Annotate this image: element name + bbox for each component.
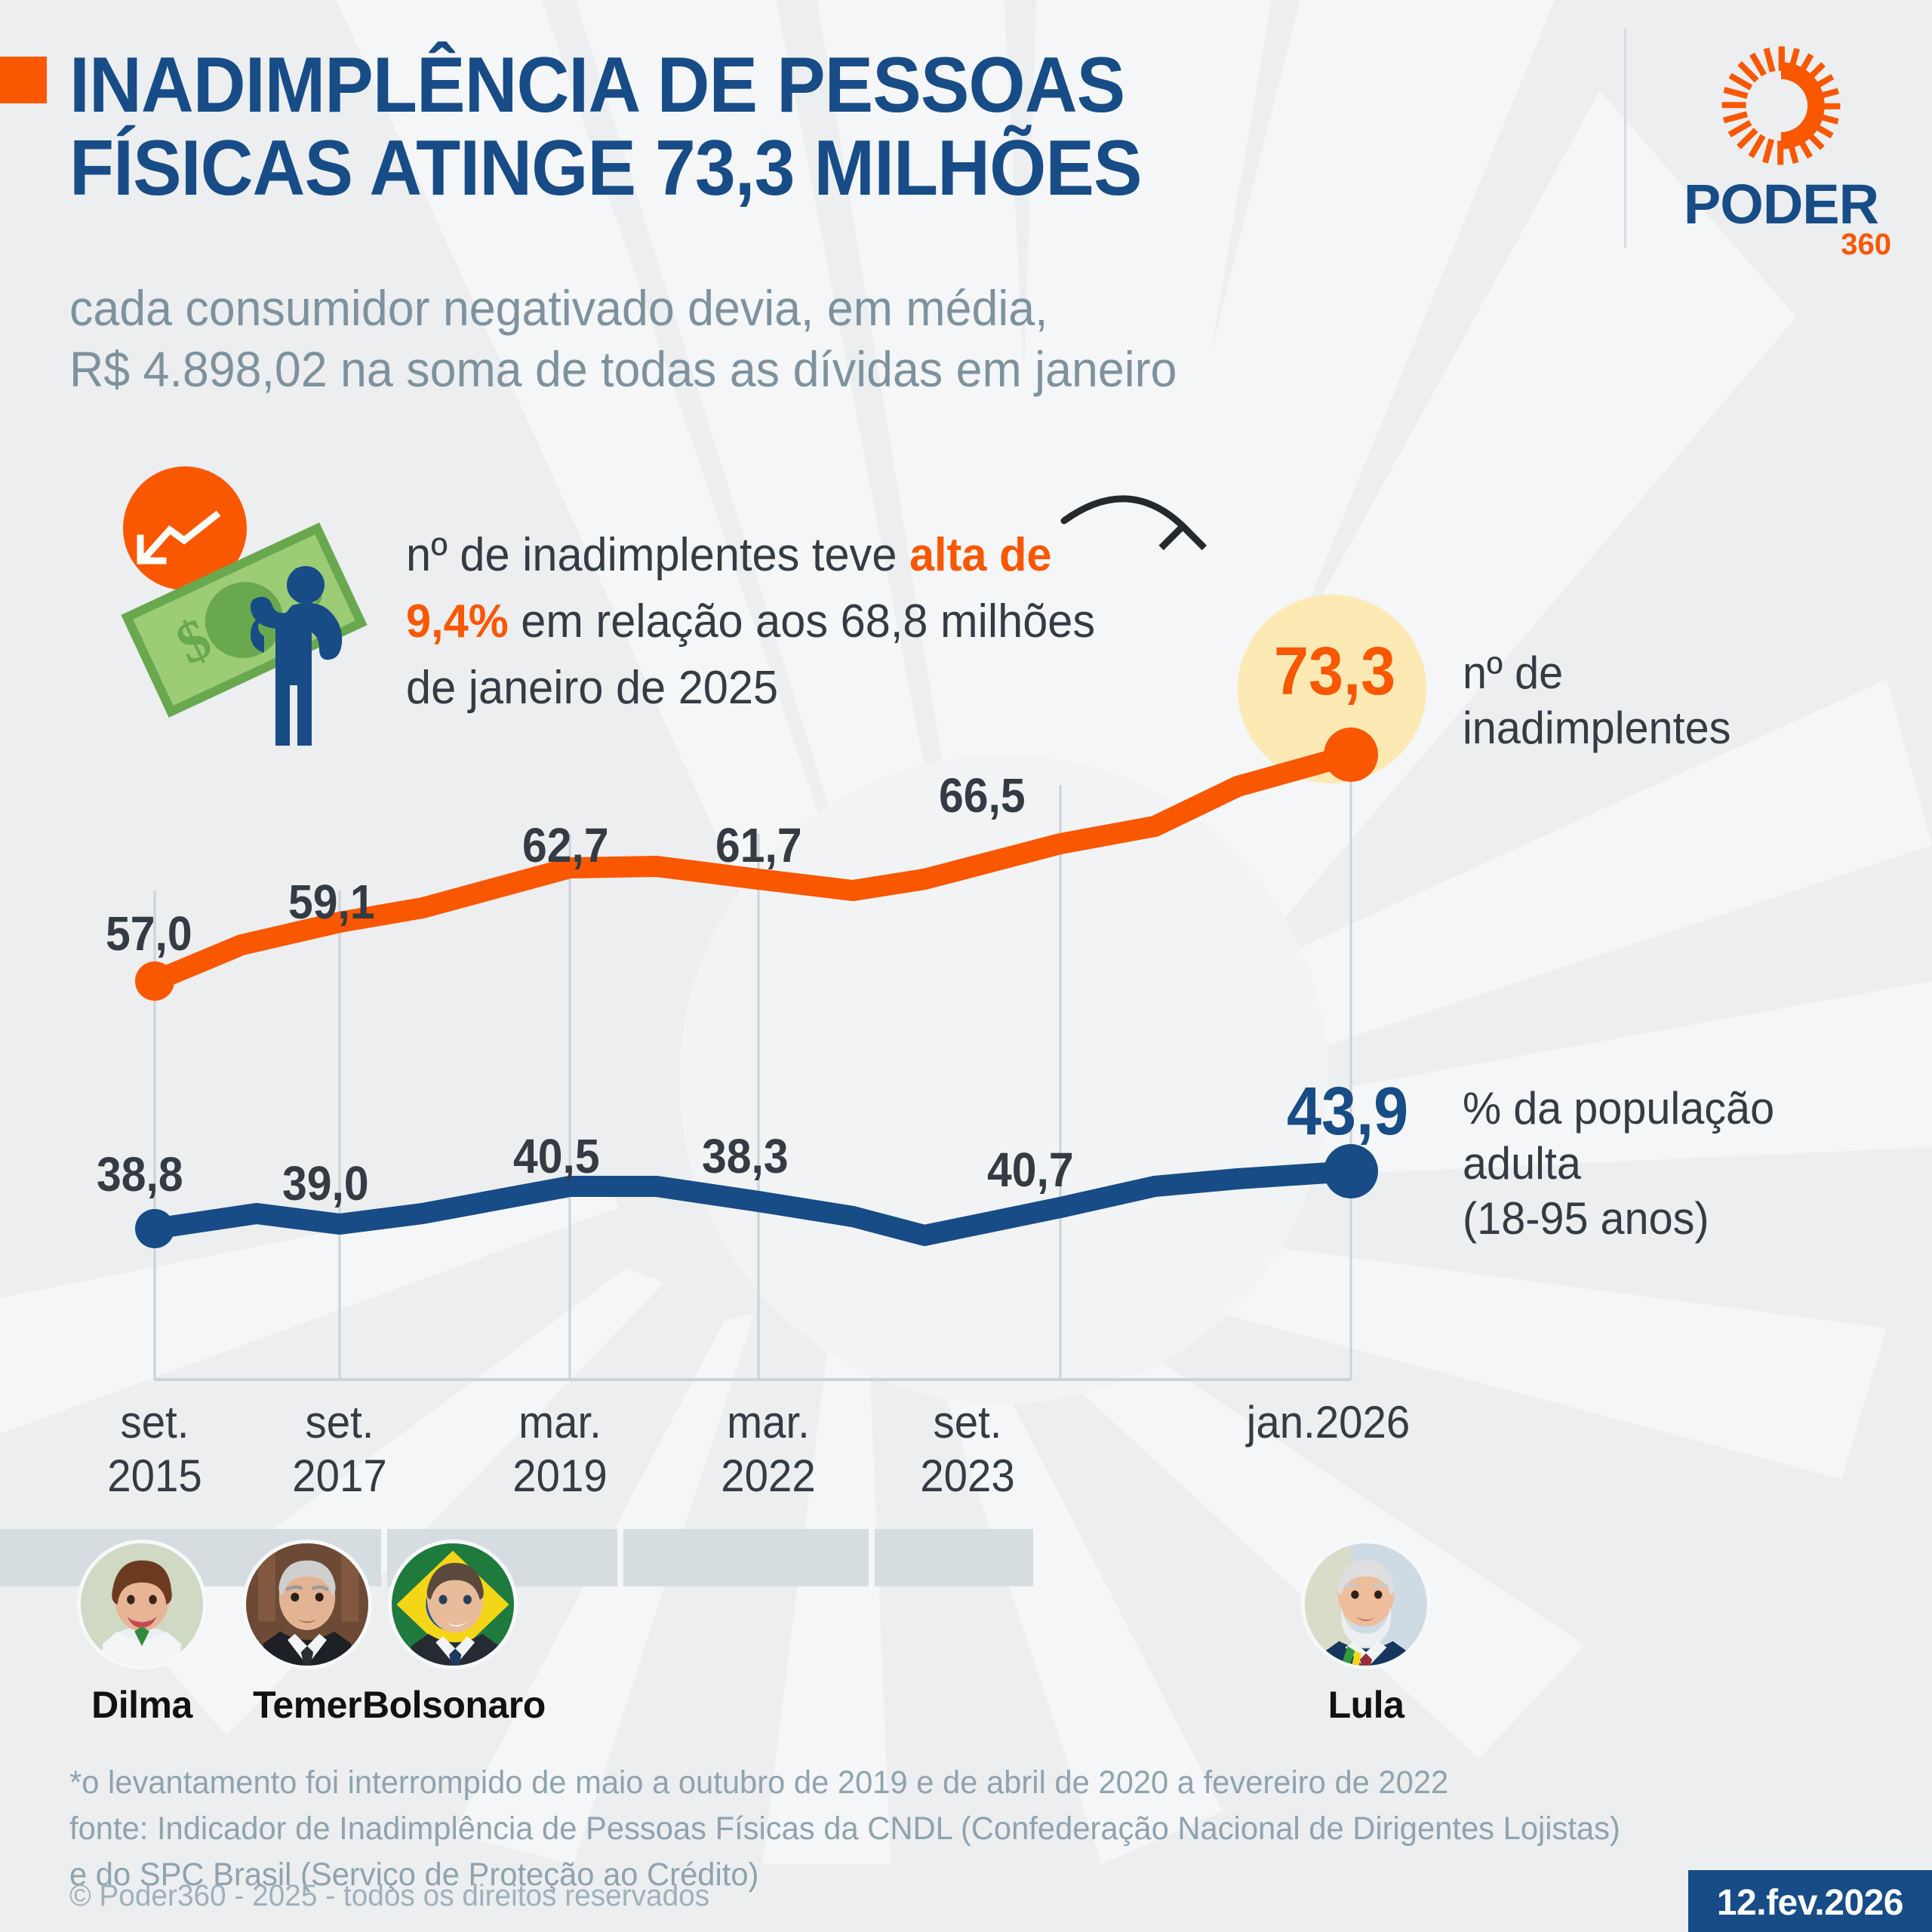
x-axis-label-3-line2: 2022 [721,1450,816,1501]
callout-text: nº de inadimplentes teve alta de 9,4% em… [406,522,1152,721]
callout-part1: nº de inadimplentes teve [406,529,909,581]
president-name-lula: Lula [1327,1684,1404,1726]
series-point-end-blue [1324,1144,1378,1198]
data-label-orange-0: 57,0 [106,906,192,961]
president-lula: Lula [1275,1540,1457,1727]
data-label-orange-3: 61,7 [715,818,802,872]
date-badge: 12.fev.2026 [1687,1870,1932,1932]
footnote-line2: fonte: Indicador de Inadimplência de Pes… [69,1810,1620,1847]
president-bolsonaro: Bolsonaro [362,1540,546,1727]
logo-360-text: 360 [1841,228,1891,261]
jair-bolsonaro-photo [388,1540,518,1669]
x-axis-label-3: mar. 2022 [676,1396,860,1503]
data-label-blue-final: 43,9 [1287,1074,1409,1149]
michel-temer-photo [242,1540,372,1669]
copyright-text: © Poder360 - 2025 - todos os direitos re… [69,1879,710,1912]
legend-orange-line2: inadimplentes [1463,703,1731,754]
x-axis-label-2: mar. 2019 [468,1396,652,1503]
legend-blue: % da população adulta (18-95 anos) [1463,1081,1774,1247]
sunburst-icon [1721,46,1841,165]
x-axis-label-2-line2: 2019 [512,1450,608,1501]
x-axis-label-5: jan.2026 [1172,1396,1484,1450]
data-label-blue-4: 40,7 [987,1143,1074,1197]
data-label-blue-2: 40,5 [513,1129,600,1183]
legend-blue-line1: % da população [1463,1083,1775,1134]
legend-blue-line3: (18-95 anos) [1463,1193,1709,1244]
callout-highlight1: alta [909,529,987,581]
x-axis-label-4-line1: set. [933,1397,1002,1447]
x-axis-label-0-line2: 2015 [107,1450,202,1501]
page-subtitle-line2: R$ 4.898,02 na soma de todas as dívidas … [69,340,1177,397]
x-axis-label-1-line1: set. [305,1397,374,1447]
callout-part3: em relação aos 68,8 milhões de janeiro d… [406,595,1096,715]
data-label-blue-3: 38,3 [702,1129,789,1183]
data-label-orange-4: 66,5 [939,768,1026,823]
pres-segment-bolsonaro [623,1529,869,1586]
data-label-blue-0: 38,8 [97,1147,183,1201]
presidential-periods-band [0,1529,1932,1586]
series-line-inadimplentes [144,744,1361,992]
footnote-line3: e do SPC Brasil (Serviço de Proteção ao … [69,1857,759,1894]
legend-orange-line1: nº de [1463,648,1564,698]
data-label-orange-final: 73,3 [1274,634,1396,709]
page-title-line1: INADIMPLÊNCIA DE PESSOAS [69,42,1125,129]
footnote: *o levantamento foi interrompido de maio… [69,1760,1753,1898]
page-subtitle-line1: cada consumidor negativado devia, em méd… [69,280,1048,336]
series-line-percentual [144,1161,1361,1246]
pres-segment-bolsonaro-2 [875,1529,1033,1586]
president-temer: Temer [217,1540,398,1727]
page-title: INADIMPLÊNCIA DE PESSOAS FÍSICAS ATINGE … [69,42,1333,213]
president-name-dilma: Dilma [91,1684,192,1726]
x-axis-label-0-line1: set. [120,1397,189,1447]
president-name-bolsonaro: Bolsonaro [362,1684,546,1726]
header-divider [1624,29,1626,248]
x-axis-label-4-line2: 2023 [920,1450,1015,1501]
x-axis-label-5-line1: jan.2026 [1246,1397,1411,1447]
page-subtitle: cada consumidor negativado devia, em méd… [69,278,1432,399]
footnote-line1: *o levantamento foi interrompido de maio… [69,1764,1449,1801]
page-title-line2: FÍSICAS ATINGE 73,3 MILHÕES [69,125,1142,213]
president-dilma: Dilma [51,1540,232,1727]
x-axis-label-3-line1: mar. [727,1397,810,1447]
series-point-start-orange [135,961,174,1001]
series-point-end-orange [1324,728,1378,782]
poder360-logo[interactable]: PODER 360 [1660,45,1902,260]
x-axis-label-1: set. 2017 [254,1396,425,1503]
series-point-start-blue [135,1209,174,1248]
lula-da-silva-photo [1301,1540,1431,1669]
money-bill-with-worried-person-icon: $ $ [121,466,368,746]
chart-gridlines [153,747,1352,1380]
data-label-blue-1: 39,0 [282,1156,369,1211]
logo-wordmark: PODER [1683,173,1879,235]
accent-square-decoration [0,57,47,103]
x-axis-label-1-line2: 2017 [292,1450,387,1501]
legend-blue-line2: adulta [1463,1138,1581,1189]
dilma-rousseff-photo [77,1540,207,1669]
data-label-orange-1: 59,1 [288,875,375,929]
callout-highlight2: de 9,4% [406,529,1052,648]
data-label-orange-2: 62,7 [522,818,609,872]
legend-orange: nº de inadimplentes [1463,645,1730,755]
x-axis-label-0: set. 2015 [69,1396,240,1503]
curved-arrow-icon [1060,495,1208,551]
x-axis-label-4: set. 2023 [882,1396,1053,1503]
x-axis-label-2-line1: mar. [518,1397,601,1447]
president-name-temer: Temer [253,1684,361,1726]
